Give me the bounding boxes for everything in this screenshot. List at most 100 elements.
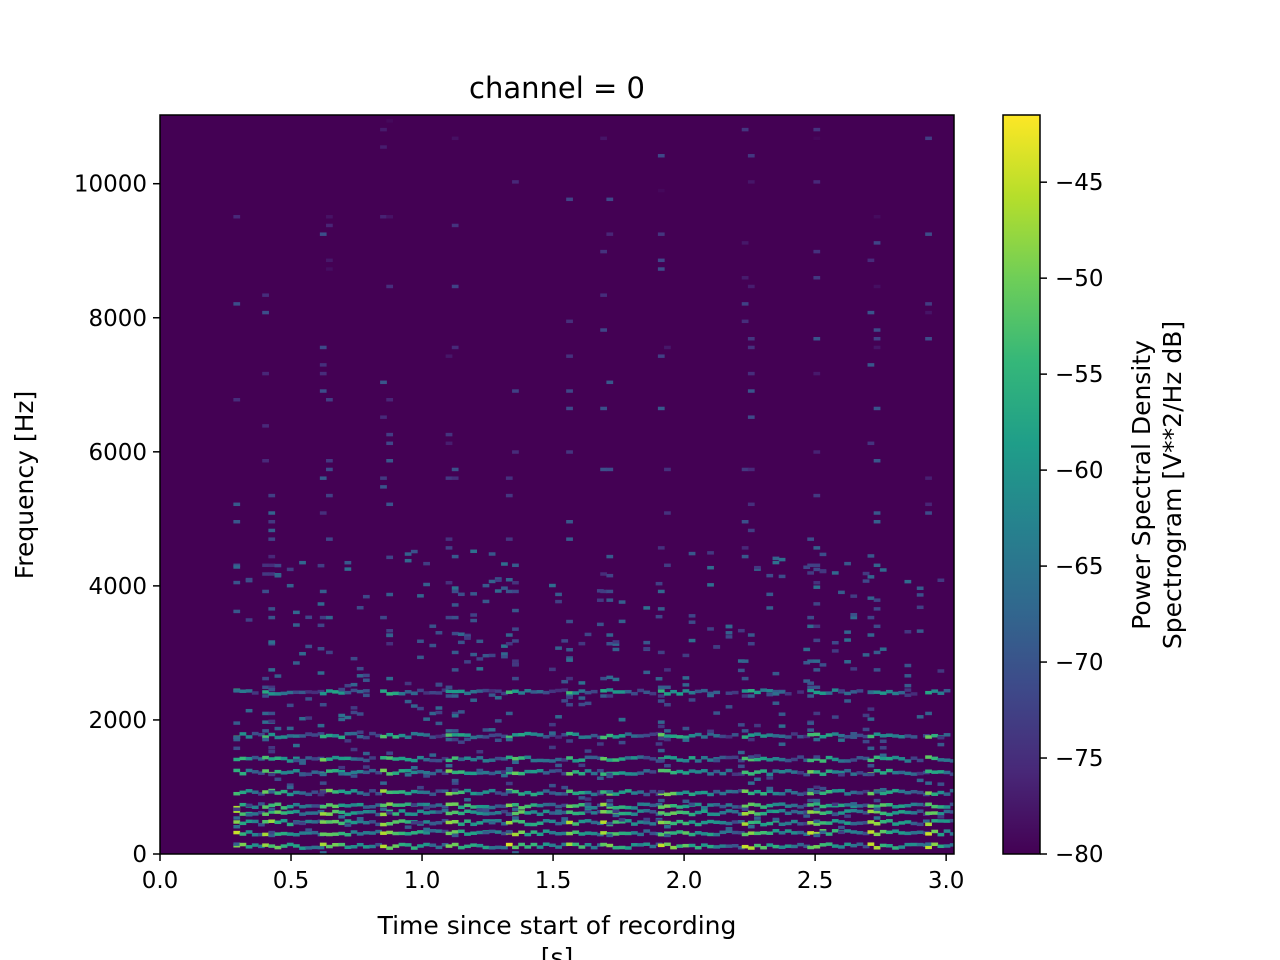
spectrogram-cell xyxy=(505,578,513,582)
spectrogram-cell xyxy=(505,770,513,775)
spectrogram-cell xyxy=(737,758,745,763)
spectrogram-cell xyxy=(862,727,870,732)
spectrogram-cell xyxy=(856,809,864,814)
spectrogram-cell xyxy=(813,249,821,254)
spectrogram-cell xyxy=(600,406,607,411)
spectrogram-cell xyxy=(332,819,339,824)
spectrogram-cell xyxy=(707,565,714,570)
spectrogram-cell xyxy=(410,789,418,794)
spectrogram-cell xyxy=(470,618,478,623)
spectrogram-cell xyxy=(451,476,459,480)
spectrogram-cell xyxy=(501,845,508,850)
spectrogram-cell xyxy=(813,127,821,132)
spectrogram-cell xyxy=(274,802,282,807)
spectrogram-cell xyxy=(766,786,774,791)
spectrogram-cell xyxy=(825,810,833,815)
spectrogram-cell xyxy=(831,649,839,653)
spectrogram-cell xyxy=(838,830,845,835)
spectrogram-cell xyxy=(664,345,671,350)
spectrogram-cell xyxy=(596,768,604,773)
spectrogram-cell xyxy=(844,638,851,642)
spectrogram-cell xyxy=(457,805,465,809)
spectrogram-cell xyxy=(664,668,671,672)
spectrogram-cell xyxy=(380,689,387,693)
spectrogram-cell xyxy=(286,690,294,695)
spectrogram-cell xyxy=(925,337,932,341)
spectrogram-cell xyxy=(555,646,562,650)
spectrogram-cell xyxy=(386,441,394,446)
spectrogram-cell xyxy=(618,734,626,738)
spectrogram-cell xyxy=(916,842,924,847)
spectrogram-cell xyxy=(262,694,269,698)
spectrogram-cell xyxy=(386,692,394,696)
spectrogram-cell xyxy=(542,842,550,846)
spectrogram-cell xyxy=(624,756,632,760)
spectrogram-cell xyxy=(807,537,815,541)
spectrogram-cell xyxy=(844,792,851,796)
spectrogram-cell xyxy=(694,802,702,807)
spectrogram-cell xyxy=(873,732,881,736)
spectrogram-cell xyxy=(772,689,780,694)
spectrogram-cell xyxy=(741,319,749,324)
y-tick-label: 4000 xyxy=(88,574,147,600)
spectrogram-cell xyxy=(326,615,333,620)
spectrogram-cell xyxy=(813,711,821,716)
spectrogram-cell xyxy=(831,732,839,736)
spectrogram-cell xyxy=(451,467,459,472)
spectrogram-cell xyxy=(572,691,580,695)
spectrogram-cell xyxy=(423,717,430,721)
spectrogram-cell xyxy=(904,688,912,692)
spectrogram-cell xyxy=(542,735,550,739)
spectrogram-cell xyxy=(778,734,786,739)
spectrogram-cell xyxy=(867,707,875,711)
spectrogram-cell xyxy=(797,830,804,835)
spectrogram-cell xyxy=(233,791,241,796)
spectrogram-cell xyxy=(488,829,496,834)
spectrogram-cell xyxy=(844,561,851,566)
spectrogram-cell xyxy=(898,804,906,808)
spectrogram-cell xyxy=(286,785,294,790)
spectrogram-cell xyxy=(404,690,412,694)
spectrogram-cell xyxy=(356,816,364,821)
spectrogram-cell xyxy=(417,802,424,807)
spectrogram-cell xyxy=(766,758,774,762)
spectrogram-cell xyxy=(813,785,821,790)
spectrogram-cell xyxy=(676,791,684,796)
spectrogram-cell xyxy=(423,842,430,847)
spectrogram-cell xyxy=(344,832,352,837)
spectrogram-cell xyxy=(392,812,400,816)
spectrogram-cell xyxy=(292,832,300,837)
spectrogram-cell xyxy=(606,803,614,807)
spectrogram-cell xyxy=(251,805,259,810)
spectrogram-cell xyxy=(380,803,387,808)
spectrogram-cell xyxy=(239,821,247,826)
spectrogram-cell xyxy=(612,845,620,850)
spectrogram-cell xyxy=(488,771,496,776)
spectrogram-cell xyxy=(482,653,490,658)
spectrogram-cell xyxy=(807,681,815,685)
spectrogram-cell xyxy=(398,790,406,794)
spectrogram-cell xyxy=(713,845,721,849)
spectrogram-cell xyxy=(873,284,881,289)
spectrogram-cell xyxy=(664,792,671,797)
spectrogram-cell xyxy=(867,258,875,263)
spectrogram-cell xyxy=(319,691,327,696)
spectrogram-cell xyxy=(643,817,651,822)
spectrogram-cell xyxy=(476,771,484,775)
spectrogram-cell xyxy=(482,845,490,850)
spectrogram-cell xyxy=(637,771,644,775)
y-axis-label: Frequency [Hz] xyxy=(10,391,39,580)
spectrogram-cell xyxy=(688,551,696,556)
spectrogram-cell xyxy=(338,769,346,774)
spectrogram-cell xyxy=(299,804,306,809)
spectrogram-cell xyxy=(317,810,325,814)
spectrogram-cell xyxy=(464,788,471,793)
spectrogram-cell xyxy=(819,791,827,795)
spectrogram-cell xyxy=(445,763,453,768)
spectrogram-cell xyxy=(664,467,671,472)
spectrogram-cell xyxy=(445,831,453,836)
spectrogram-cell xyxy=(784,804,792,808)
spectrogram-cell xyxy=(584,701,592,706)
spectrogram-cell xyxy=(274,769,282,774)
spectrogram-cell xyxy=(470,810,478,814)
